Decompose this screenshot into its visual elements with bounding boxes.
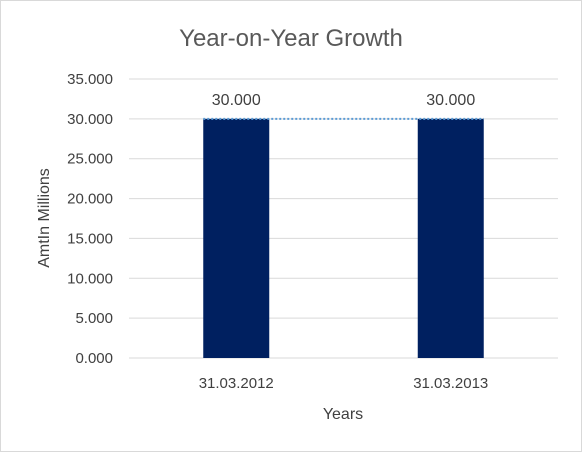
y-tick-label: 0.000	[75, 350, 113, 367]
y-tick-label: 25.000	[67, 151, 113, 168]
x-tick-label: 31.03.2013	[413, 375, 488, 392]
y-tick-label: 20.000	[67, 191, 113, 208]
x-axis-ticks: 31.03.2012 31.03.2013	[199, 375, 489, 392]
x-tick-label: 31.03.2012	[199, 375, 274, 392]
gridlines	[129, 78, 558, 359]
y-tick-label: 10.000	[67, 270, 113, 287]
y-axis-ticks: 0.000 5.000 10.000 15.000 20.000 25.000 30.000…	[67, 71, 113, 367]
y-tick-label: 30.000	[67, 111, 113, 128]
data-label: 30.000	[426, 92, 475, 109]
y-axis-title: AmtIn Millions	[36, 168, 53, 268]
chart-title: Year-on-Year Growth	[179, 25, 403, 52]
x-axis-title: Years	[323, 406, 363, 423]
data-label: 30.000	[212, 92, 261, 109]
y-tick-label: 35.000	[67, 71, 113, 88]
bar	[203, 118, 270, 358]
y-tick-label: 15.000	[67, 230, 113, 247]
data-labels: 30.000 30.000	[212, 92, 476, 109]
bar	[417, 118, 484, 358]
bars	[203, 118, 484, 358]
y-tick-label: 5.000	[75, 310, 113, 327]
